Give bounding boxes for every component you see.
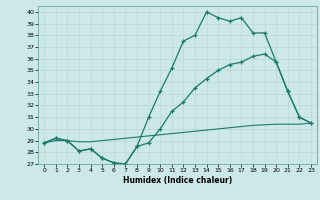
- X-axis label: Humidex (Indice chaleur): Humidex (Indice chaleur): [123, 176, 232, 185]
